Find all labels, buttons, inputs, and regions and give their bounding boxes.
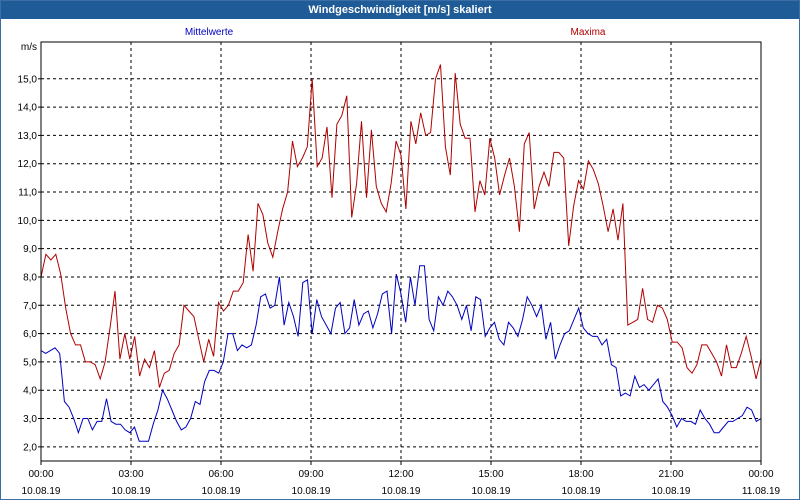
x-tick-label-date: 10.08.19	[202, 486, 241, 497]
series-line-mittelwerte	[41, 265, 761, 442]
y-tick-label: 14,0	[18, 103, 38, 114]
y-axis-label: m/s	[21, 42, 37, 53]
y-tick-label: 13,0	[18, 131, 38, 142]
series-line-maxima	[41, 64, 761, 388]
x-tick-label-time: 00:00	[28, 469, 53, 480]
y-tick-label: 7,0	[23, 301, 37, 312]
x-tick-label-date: 10.08.19	[292, 486, 331, 497]
legend-label-mittelwerte: Mittelwerte	[185, 27, 234, 38]
legend-label-maxima: Maxima	[570, 27, 605, 38]
x-tick-label-date: 10.08.19	[652, 486, 691, 497]
y-tick-label: 12,0	[18, 159, 38, 170]
window-title: Windgeschwindigkeit [m/s] skaliert	[1, 1, 799, 19]
x-tick-label-date: 10.08.19	[22, 486, 61, 497]
x-tick-label-time: 06:00	[208, 469, 233, 480]
x-tick-label-date: 10.08.19	[382, 486, 421, 497]
x-tick-label-time: 09:00	[298, 469, 323, 480]
x-tick-label-time: 12:00	[388, 469, 413, 480]
plot-border	[40, 41, 762, 462]
y-tick-label: 15,0	[18, 74, 38, 85]
y-tick-label: 8,0	[23, 272, 37, 283]
y-tick-label: 4,0	[23, 386, 37, 397]
x-tick-label-time: 18:00	[568, 469, 593, 480]
x-tick-label-time: 21:00	[658, 469, 683, 480]
y-tick-label: 6,0	[23, 329, 37, 340]
y-tick-label: 3,0	[23, 414, 37, 425]
y-tick-label: 11,0	[18, 188, 37, 199]
x-tick-label-time: 00:00	[748, 469, 773, 480]
x-tick-label-date: 10.08.19	[112, 486, 151, 497]
y-tick-label: 9,0	[23, 244, 37, 255]
x-tick-label-date: 10.08.19	[472, 486, 511, 497]
x-tick-label-date: 11.08.19	[742, 486, 781, 497]
y-tick-label: 2,0	[23, 442, 37, 453]
y-tick-label: 5,0	[23, 357, 37, 368]
x-tick-label-time: 03:00	[118, 469, 143, 480]
x-tick-label-time: 15:00	[478, 469, 503, 480]
x-tick-label-date: 10.08.19	[562, 486, 601, 497]
y-tick-label: 10,0	[18, 216, 38, 227]
